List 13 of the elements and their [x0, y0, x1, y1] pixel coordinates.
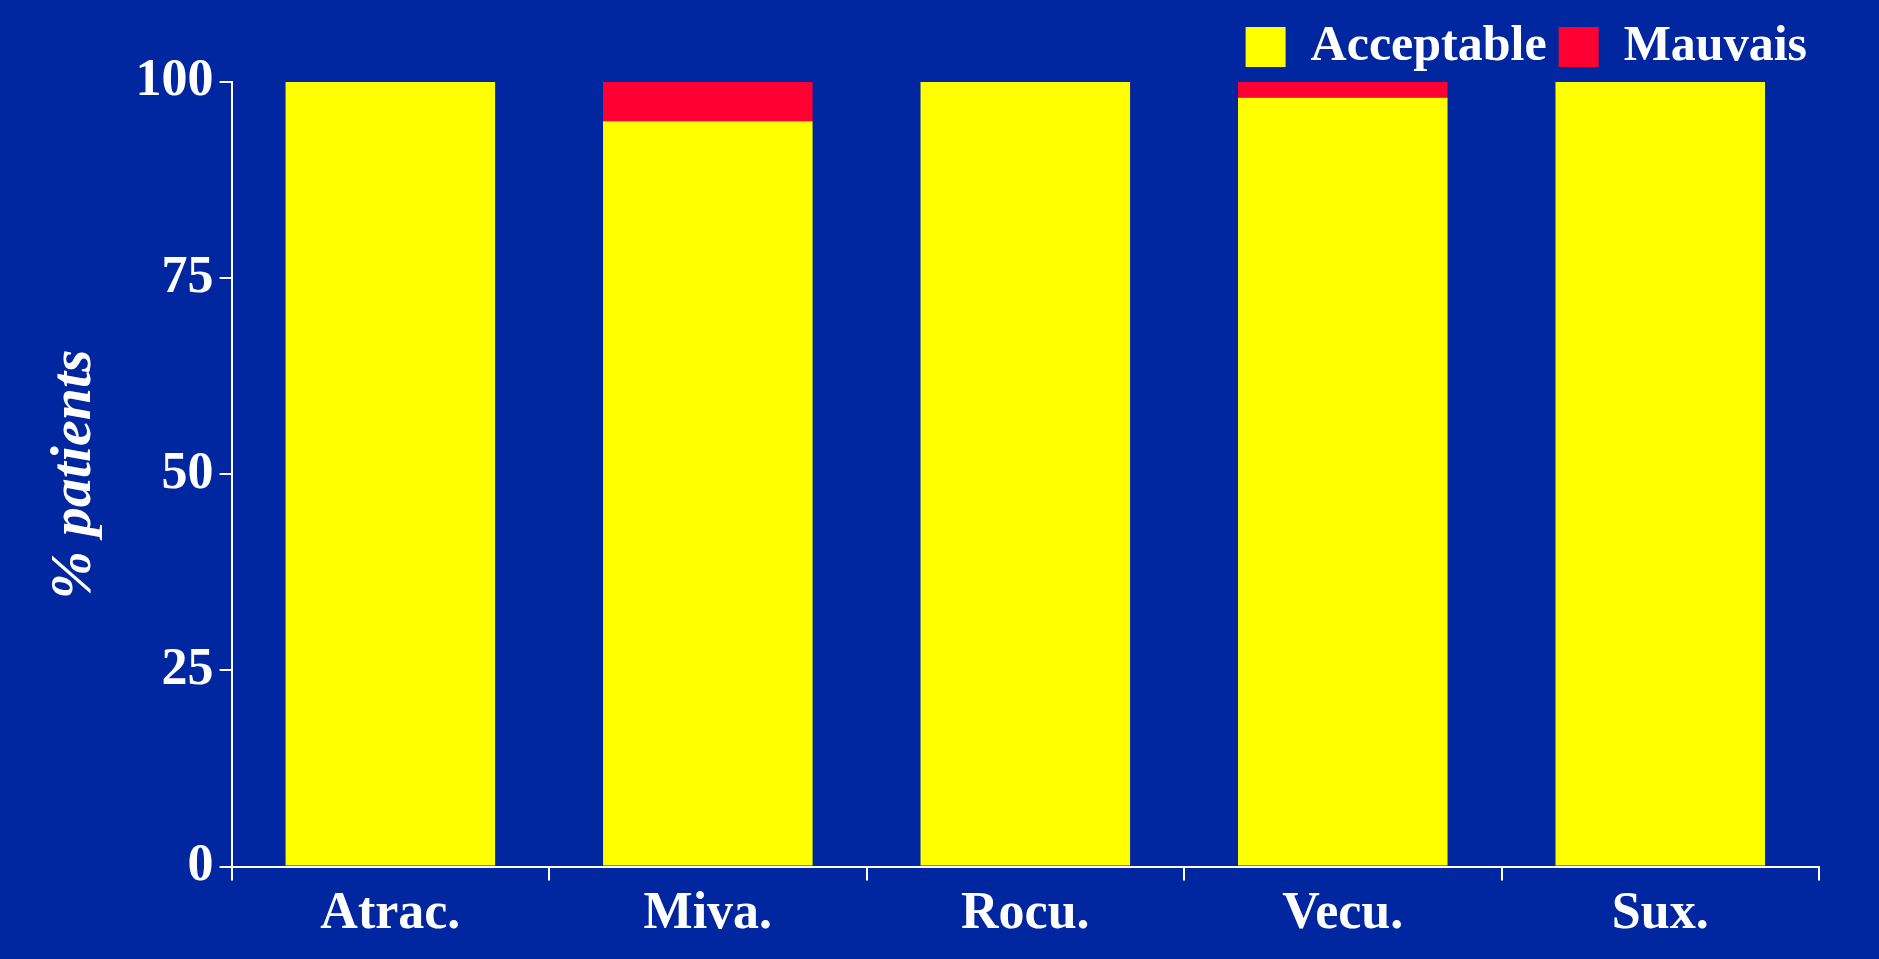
y-tick-label: 25 — [161, 637, 214, 695]
y-axis-title: % patients — [37, 349, 103, 600]
x-tick-label: Vecu. — [1282, 882, 1404, 940]
x-tick-label: Miva. — [643, 882, 773, 940]
y-tick-label: 75 — [161, 245, 214, 303]
x-tick-label: Rocu. — [961, 882, 1090, 940]
x-tick-label: Sux. — [1611, 882, 1709, 940]
y-tick-label: 0 — [187, 834, 214, 892]
x-tick-label: Atrac. — [320, 882, 461, 940]
legend-label: Acceptable — [1310, 14, 1547, 71]
y-tick-label: 100 — [135, 49, 214, 107]
legend-label: Mauvais — [1623, 14, 1808, 71]
y-tick-label: 50 — [161, 441, 214, 499]
